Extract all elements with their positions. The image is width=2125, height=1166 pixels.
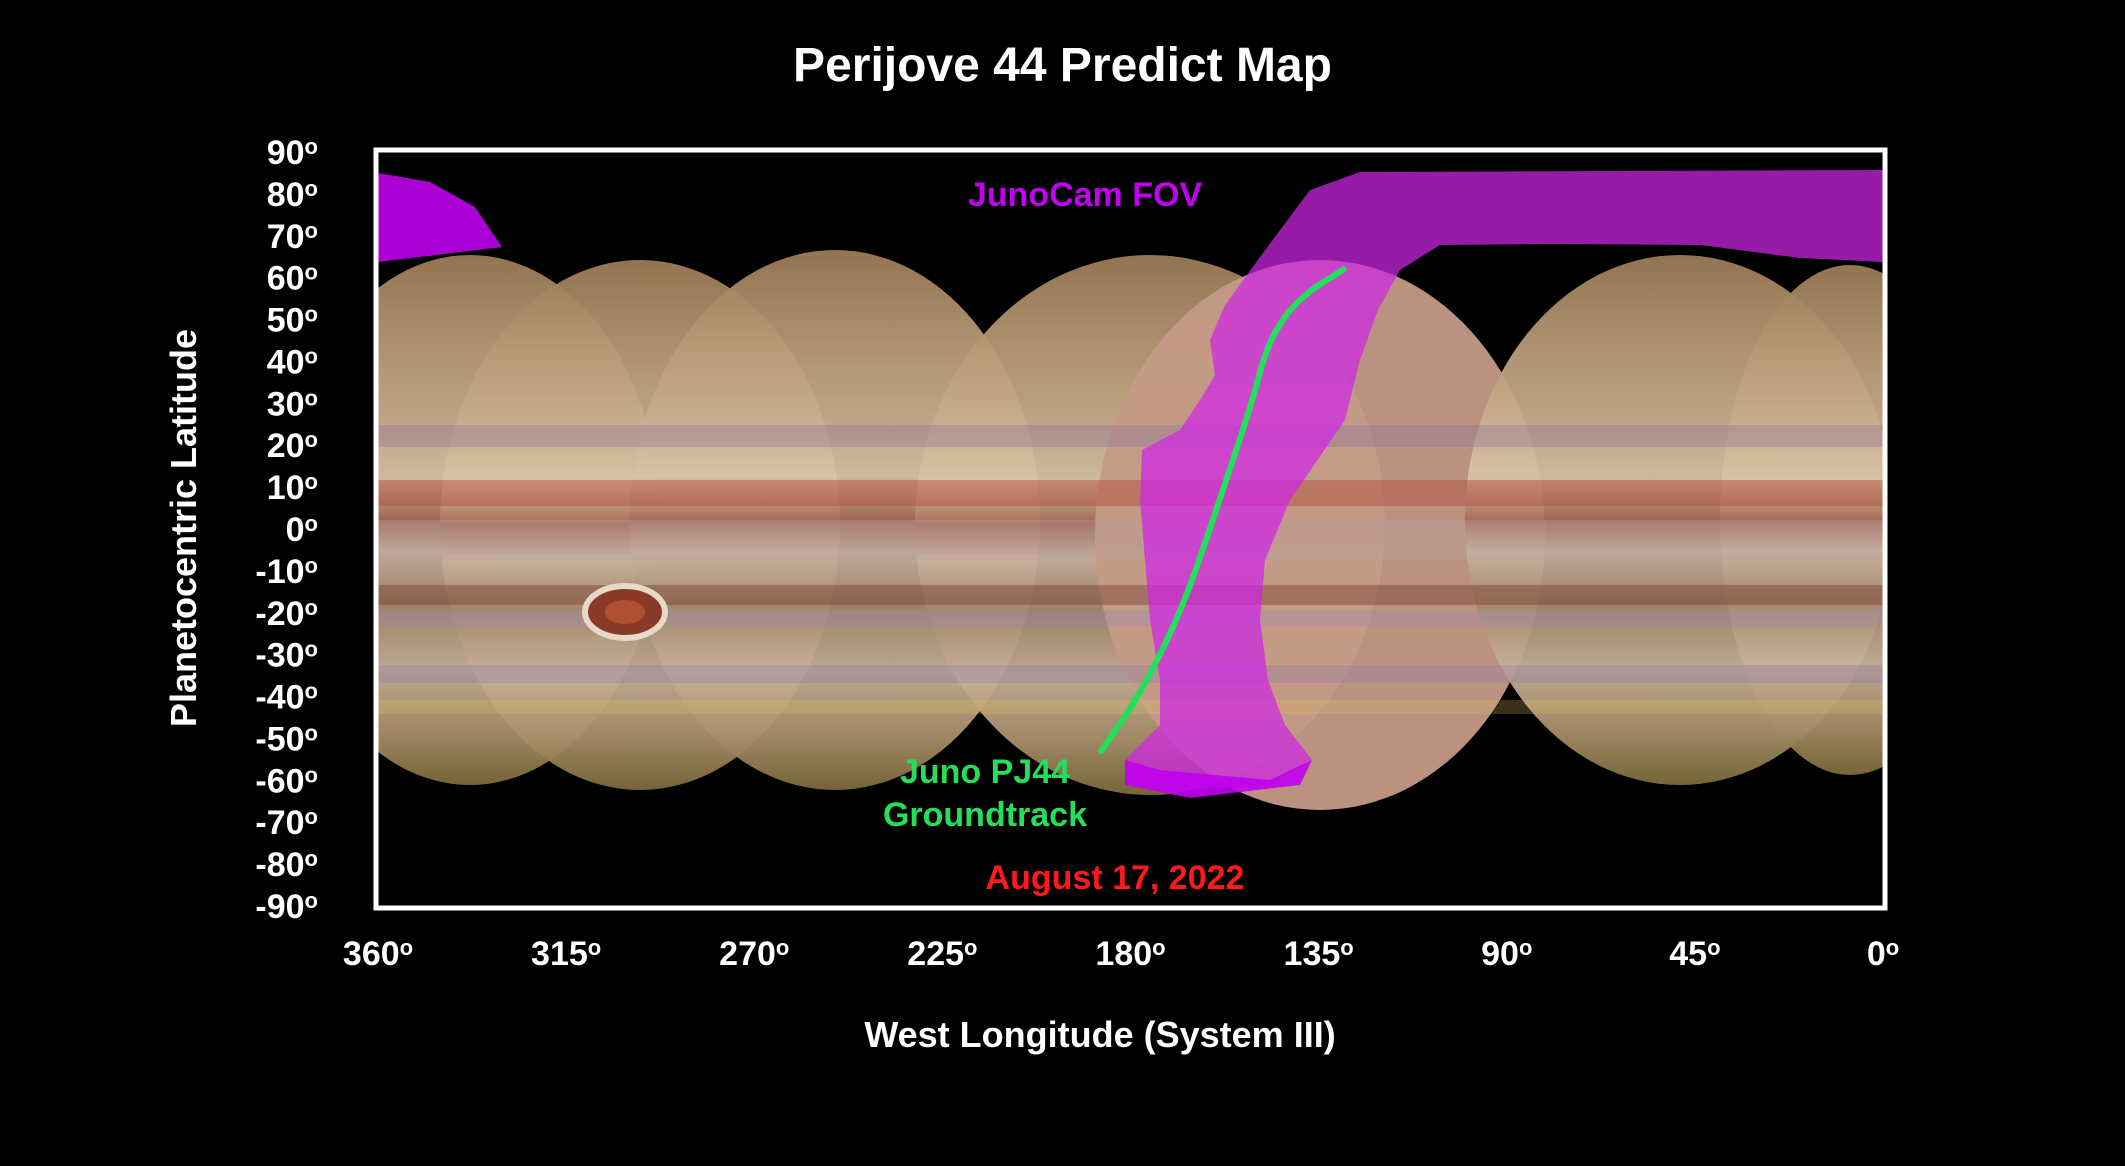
y-tick-label: -30o — [255, 637, 318, 675]
y-tick-label: -20o — [255, 595, 318, 633]
groundtrack-label-line1: Juno PJ44 — [900, 753, 1070, 791]
y-tick-degree: o — [305, 595, 318, 620]
x-tick-label: 225o — [907, 935, 977, 973]
y-tick-label: 40o — [267, 343, 318, 381]
y-tick-degree: o — [305, 302, 318, 327]
y-tick-label: -50o — [255, 720, 318, 758]
y-tick-label: 20o — [267, 427, 318, 465]
x-tick-label: 45o — [1669, 935, 1720, 973]
y-tick-label: 90o — [267, 134, 318, 172]
x-tick-degree: o — [1340, 935, 1353, 960]
date-label: August 17, 2022 — [986, 859, 1245, 897]
x-tick-degree: o — [1519, 935, 1532, 960]
map-title: Perijove 44 Predict Map — [793, 39, 1332, 92]
x-tick-label: 0o — [1867, 935, 1899, 973]
junocam-fov-region — [378, 170, 1883, 798]
x-tick-degree: o — [964, 935, 977, 960]
y-tick-label: 10o — [267, 469, 318, 507]
y-tick-degree: o — [305, 134, 318, 159]
x-tick-degree: o — [400, 935, 413, 960]
x-tick-degree: o — [1886, 935, 1899, 960]
y-tick-degree: o — [305, 846, 318, 871]
y-tick-degree: o — [305, 637, 318, 662]
y-tick-degree: o — [305, 176, 318, 201]
groundtrack-line — [1098, 266, 1347, 755]
y-tick-degree: o — [305, 804, 318, 829]
y-tick-label: -90o — [255, 888, 318, 926]
x-tick-degree: o — [588, 935, 601, 960]
y-tick-degree: o — [305, 385, 318, 410]
y-tick-label: -40o — [255, 679, 318, 717]
y-tick-degree: o — [305, 343, 318, 368]
y-tick-label: 70o — [267, 218, 318, 256]
y-tick-degree: o — [305, 260, 318, 285]
y-tick-degree: o — [305, 762, 318, 787]
x-tick-label: 90o — [1481, 935, 1532, 973]
x-tick-label: 180o — [1095, 935, 1165, 973]
y-tick-label: -70o — [255, 804, 318, 842]
jupiter-mosaic — [378, 250, 1883, 810]
x-tick-label: 360o — [343, 935, 413, 973]
y-tick-label: 50o — [267, 302, 318, 340]
x-tick-label: 270o — [719, 935, 789, 973]
y-tick-degree: o — [305, 427, 318, 452]
y-tick-degree: o — [305, 553, 318, 578]
x-tick-degree: o — [1152, 935, 1165, 960]
y-tick-degree: o — [305, 720, 318, 745]
x-axis-ticks: 360o 315o 270o 225o 180o 135o 90o 45o 0o — [343, 935, 1899, 973]
y-tick-degree: o — [305, 888, 318, 913]
y-tick-label: 60o — [267, 260, 318, 298]
y-axis-label: Planetocentric Latitude — [163, 329, 204, 727]
y-tick-label: 0o — [286, 511, 318, 549]
x-tick-degree: o — [1707, 935, 1720, 960]
y-tick-label: -10o — [255, 553, 318, 591]
x-tick-label: 135o — [1284, 935, 1354, 973]
x-tick-degree: o — [776, 935, 789, 960]
groundtrack-label-line2: Groundtrack — [883, 796, 1087, 834]
x-tick-label: 315o — [531, 935, 601, 973]
fov-label: JunoCam FOV — [968, 176, 1203, 214]
x-axis-label: West Longitude (System III) — [864, 1014, 1335, 1055]
y-tick-degree: o — [305, 218, 318, 243]
y-tick-label: 30o — [267, 385, 318, 423]
y-tick-label: -60o — [255, 762, 318, 800]
y-tick-degree: o — [305, 469, 318, 494]
y-tick-label: -80o — [255, 846, 318, 884]
plot-frame — [373, 147, 1888, 911]
y-tick-label: 80o — [267, 176, 318, 214]
y-tick-degree: o — [305, 511, 318, 536]
y-tick-degree: o — [305, 679, 318, 704]
